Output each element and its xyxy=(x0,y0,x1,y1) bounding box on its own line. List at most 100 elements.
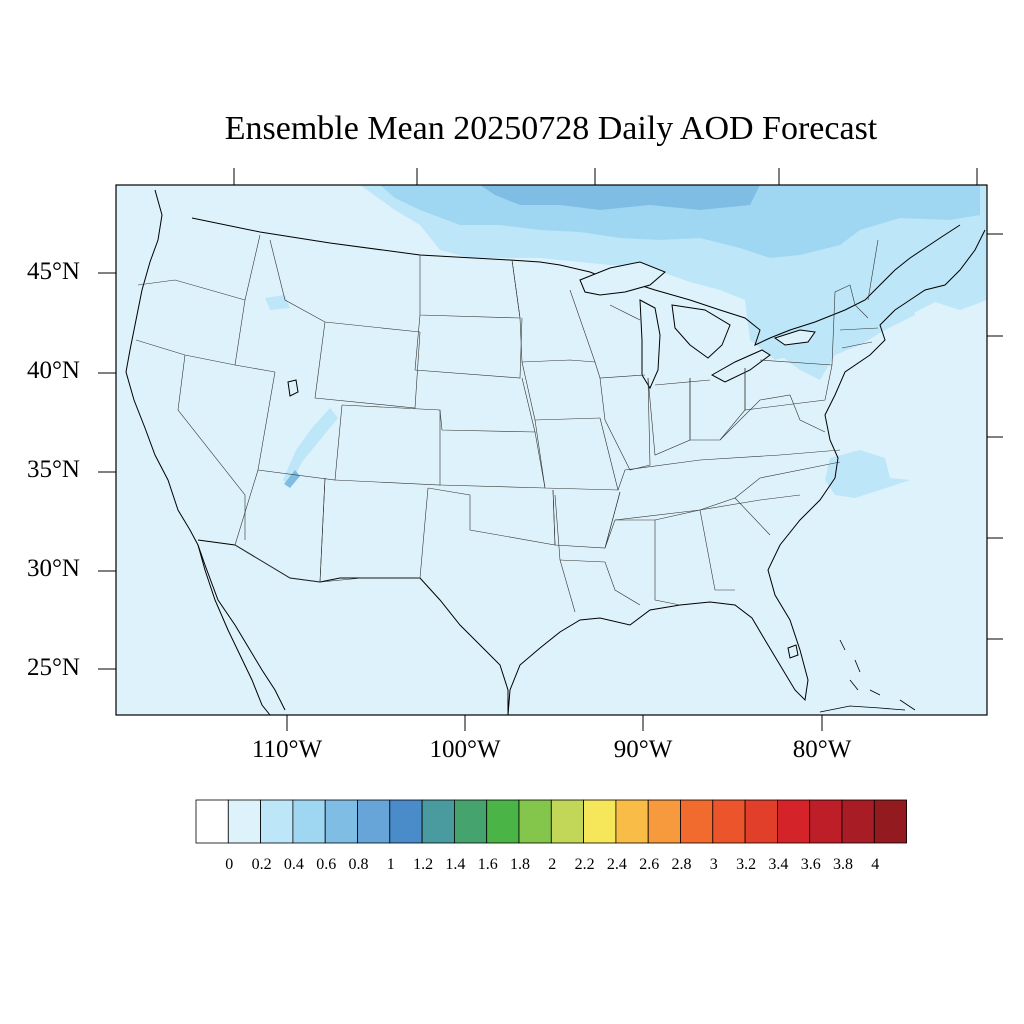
colorbar-tick-label: 2.8 xyxy=(671,856,692,873)
colorbar-box xyxy=(421,799,455,844)
colorbar-tick-label: 0.6 xyxy=(316,856,337,873)
lake-okeechobee xyxy=(787,644,799,659)
aod-plume-idaho xyxy=(265,295,290,310)
islands xyxy=(819,639,916,713)
colorbar-box xyxy=(647,799,681,844)
lake-erie xyxy=(710,349,771,383)
lon-label: 80°W xyxy=(792,736,852,763)
colorbar-box xyxy=(292,799,326,844)
canada-border xyxy=(191,217,961,346)
map-ticks xyxy=(98,168,1003,731)
lon-label: 100°W xyxy=(429,736,501,763)
colorbar-box xyxy=(712,799,746,844)
colorbar-box xyxy=(324,799,358,844)
colorbar-tick-label: 1 xyxy=(386,856,395,873)
colorbar-box xyxy=(615,799,649,844)
lat-label: 25°N xyxy=(26,654,80,681)
map-frame xyxy=(115,184,988,716)
aod-plume-northeast xyxy=(760,280,915,380)
colorbar-box xyxy=(260,799,294,844)
lake-ontario xyxy=(773,329,816,346)
colorbar-tick-label: 2.4 xyxy=(606,856,627,873)
colorbar-box xyxy=(841,799,875,844)
state-line-ne-ks xyxy=(439,377,536,433)
colorbar-tick-label: 1.4 xyxy=(445,856,466,873)
aod-plume-utah-core xyxy=(284,470,300,488)
colorbar-box xyxy=(518,799,552,844)
aod-plume-carolina xyxy=(825,450,910,498)
great-salt-lake xyxy=(287,379,299,397)
lat-label: 40°N xyxy=(26,357,80,384)
colorbar-box xyxy=(389,799,423,844)
state-line-al-ga xyxy=(654,509,735,591)
lake-superior xyxy=(579,261,666,296)
colorbar-box xyxy=(680,799,714,844)
great-lakes xyxy=(287,261,816,659)
colorbar-box xyxy=(777,799,811,844)
colorbar-box xyxy=(809,799,843,844)
colorbar-box xyxy=(357,799,391,844)
state-line-tn-south xyxy=(604,491,801,549)
lat-label: 45°N xyxy=(26,258,80,285)
state-line-mt-wy xyxy=(269,239,421,333)
colorbar-box xyxy=(486,799,520,844)
state-line-sd-ne xyxy=(414,314,523,379)
lake-michigan xyxy=(639,299,661,390)
colorbar-tick-label: 0 xyxy=(225,856,234,873)
lake-huron xyxy=(671,304,731,359)
gulf-coast xyxy=(507,229,986,716)
colorbar-tick-label: 1.2 xyxy=(413,856,434,873)
state-line-mo xyxy=(534,417,619,491)
state-boundaries xyxy=(135,234,879,613)
aod-plume-canada-peak xyxy=(480,185,760,210)
state-line-ky-tn xyxy=(617,449,841,491)
map-title: Ensemble Mean 20250728 Daily AOD Forecas… xyxy=(224,110,878,147)
aod-plume-utah xyxy=(283,408,338,485)
us-west-coast xyxy=(125,189,286,711)
state-line-ms-al xyxy=(615,519,681,606)
state-line-id xyxy=(234,234,276,373)
state-line-nc-va xyxy=(734,461,841,499)
colorbar-tick-label: 0.2 xyxy=(251,856,272,873)
state-line-nm xyxy=(319,477,429,583)
colorbar-tick-label: 2.6 xyxy=(639,856,660,873)
state-line-co xyxy=(334,404,441,486)
colorbar-tick-label: 4 xyxy=(871,856,880,873)
colorbar-tick-label: 3.4 xyxy=(768,856,789,873)
state-line-il-in xyxy=(599,377,651,471)
colorbar-tick-label: 2.2 xyxy=(574,856,595,873)
cuba-hint xyxy=(819,705,906,713)
colorbar-tick-label: 3.6 xyxy=(800,856,821,873)
state-line-pa-ny xyxy=(744,359,833,411)
colorbar-box xyxy=(227,799,262,844)
colorbar-tick-label: 3 xyxy=(709,856,718,873)
lat-label: 30°N xyxy=(26,555,80,582)
colorbar-box xyxy=(195,799,229,844)
state-line-ca-nv xyxy=(177,354,246,540)
state-line-new-england xyxy=(839,239,879,349)
lon-label: 90°W xyxy=(613,736,673,763)
state-line-va-wv xyxy=(719,394,826,441)
colorbar-tick-label: 3.2 xyxy=(736,856,757,873)
baja-peninsula xyxy=(197,544,271,716)
colorbar-box xyxy=(873,799,907,844)
aod-colorbar xyxy=(195,799,907,844)
state-line-ut xyxy=(257,371,343,481)
colorbar-tick-label: 2 xyxy=(548,856,557,873)
colorbar-box xyxy=(744,799,778,844)
state-line-wi-il xyxy=(569,289,646,379)
colorbar-box xyxy=(453,799,488,844)
colorbar-box xyxy=(583,799,617,844)
bahamas xyxy=(839,639,916,711)
state-line-ny-ne xyxy=(831,284,869,366)
state-line-la-ms xyxy=(559,559,641,606)
colorbar-tick-label: 0.8 xyxy=(348,856,369,873)
colorbar-tick-label: 3.8 xyxy=(833,856,853,873)
lon-label: 110°W xyxy=(251,736,323,763)
colorbar-box xyxy=(550,799,584,844)
colorbar-tick-label: 1.8 xyxy=(510,856,530,873)
lat-label: 35°N xyxy=(26,456,80,483)
state-line-or-wa xyxy=(137,279,246,301)
state-line-mi xyxy=(609,304,711,386)
